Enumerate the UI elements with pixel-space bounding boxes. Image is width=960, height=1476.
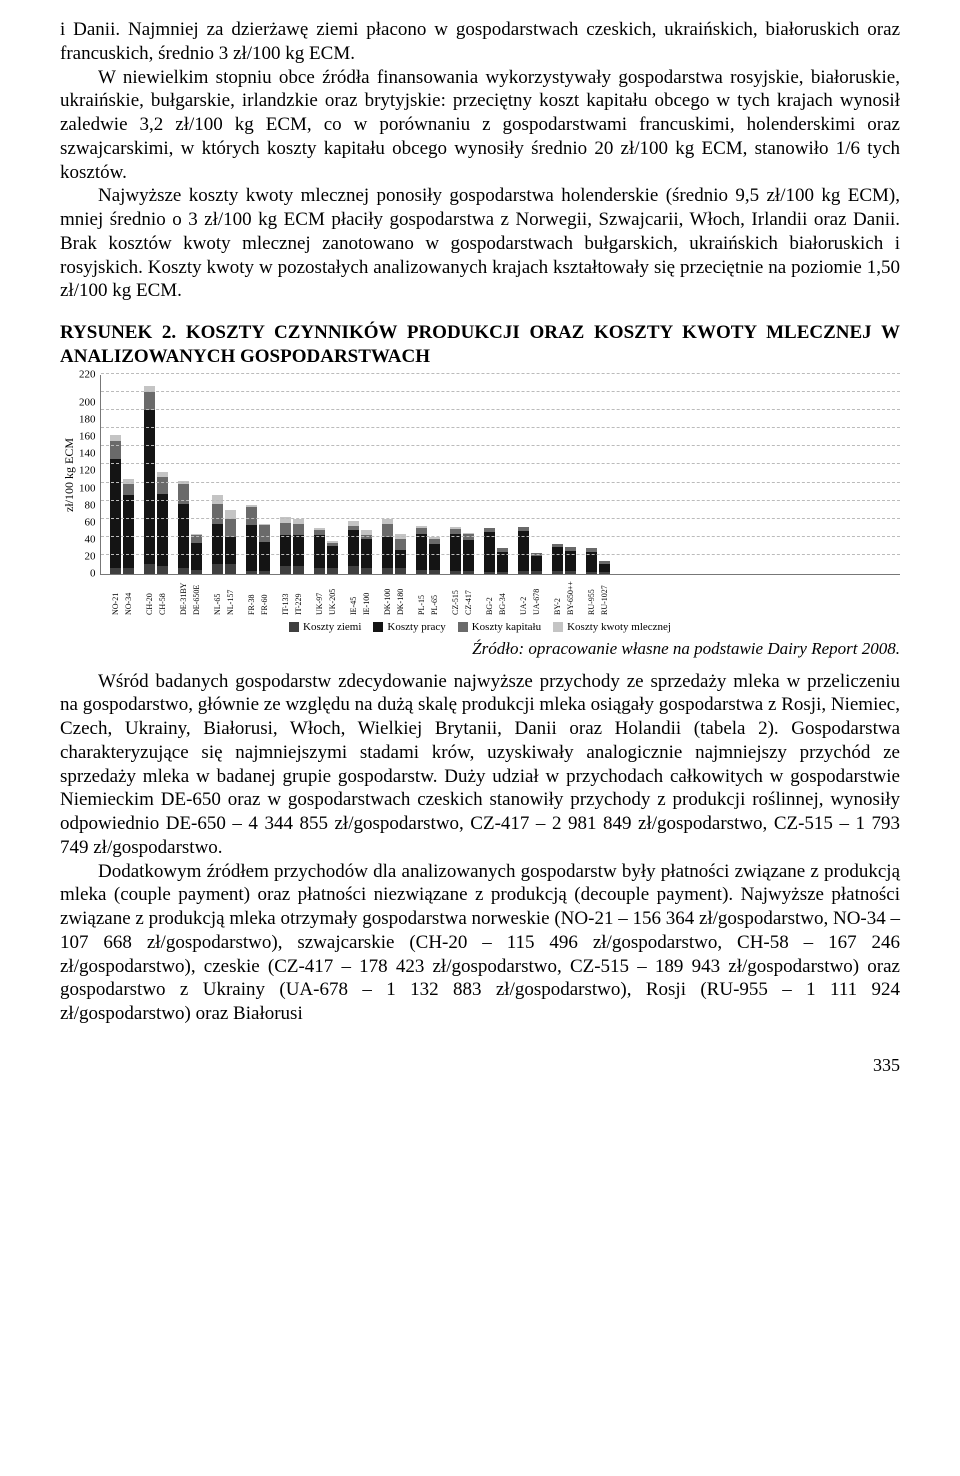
x-tick-label: PL-15 (417, 575, 428, 617)
x-tick-label: UK-97 (315, 575, 326, 617)
bar (110, 435, 121, 573)
x-tick-label: BY-2 (553, 575, 564, 617)
legend-item: Koszty kwoty mlecznej (553, 621, 671, 635)
x-tick-label: UA-678 (532, 575, 543, 617)
legend-label: Koszty kwoty mlecznej (567, 621, 671, 635)
paragraph: i Danii. Najmniej za dzierżawę ziemi pła… (60, 18, 900, 66)
y-tick: 160 (79, 432, 96, 443)
x-tick-label: BG-2 (485, 575, 496, 617)
legend-label: Koszty ziemi (303, 621, 361, 635)
x-tick-label: NL-65 (213, 575, 224, 617)
bar (518, 527, 529, 573)
paragraph: Dodatkowym źródłem przychodów dla analiz… (60, 860, 900, 1026)
bar (259, 524, 270, 574)
legend-swatch (289, 622, 299, 632)
bar (484, 528, 495, 573)
bar (123, 479, 134, 574)
legend-label: Koszty pracy (387, 621, 445, 635)
x-tick-label: IE-45 (349, 575, 360, 617)
y-tick: 100 (79, 483, 96, 494)
bar (416, 526, 427, 573)
bar (552, 544, 563, 574)
legend-swatch (458, 622, 468, 632)
x-tick-label: FR-38 (247, 575, 258, 617)
bar (157, 472, 168, 574)
x-tick-label: FR-60 (260, 575, 271, 617)
x-tick-label: UK-205 (328, 575, 339, 617)
x-tick-label: RU-1027 (600, 575, 611, 617)
y-tick: 180 (79, 414, 96, 425)
legend-item: Koszty kapitału (458, 621, 541, 635)
x-tick-label: IE-100 (362, 575, 373, 617)
bar (144, 386, 155, 573)
paragraph: Wśród badanych gospodarstw zdecydowanie … (60, 670, 900, 860)
x-tick-label: CH-20 (145, 575, 156, 617)
paragraph: W niewielkim stopniu obce źródła finanso… (60, 66, 900, 185)
y-tick: 120 (79, 466, 96, 477)
bar (293, 519, 304, 574)
bar (178, 481, 189, 574)
bar (348, 521, 359, 574)
x-tick-label: RU-955 (587, 575, 598, 617)
bar (586, 548, 597, 573)
y-tick: 200 (79, 397, 96, 408)
bar (599, 561, 610, 574)
legend-swatch (373, 622, 383, 632)
bar (382, 519, 393, 574)
bar (450, 527, 461, 573)
x-tick-label: DE-650E (192, 575, 203, 617)
chart-legend: Koszty ziemi Koszty pracy Koszty kapitału K… (60, 621, 900, 635)
x-tick-label: DK-100 (383, 575, 394, 617)
bar (429, 537, 440, 573)
legend-label: Koszty kapitału (472, 621, 541, 635)
bar (246, 505, 257, 573)
bar (327, 541, 338, 574)
plot-area (100, 375, 901, 575)
x-tick-label: PL-65 (430, 575, 441, 617)
bar (463, 533, 474, 574)
x-tick-label: DK-180 (396, 575, 407, 617)
y-tick: 140 (79, 449, 96, 460)
y-tick: 80 (79, 500, 96, 511)
legend-swatch (553, 622, 563, 632)
x-tick-label: NO-21 (111, 575, 122, 617)
y-axis-label: zł/100 kg ECM (60, 375, 79, 575)
x-axis: NO-21NO-34 CH-20CH-58 DE-31BYDE-650E NL-65N… (102, 575, 900, 617)
y-tick: 0 (79, 569, 96, 580)
x-tick-label: CH-58 (158, 575, 169, 617)
bar (531, 553, 542, 574)
x-tick-label: DE-31BY (179, 575, 190, 617)
x-tick-label: NL-157 (226, 575, 237, 617)
legend-item: Koszty ziemi (289, 621, 361, 635)
x-tick-label: IT-133 (281, 575, 292, 617)
page-number: 335 (60, 1054, 900, 1077)
y-tick: 60 (79, 517, 96, 528)
x-tick-label: UA-2 (519, 575, 530, 617)
figure-source: Źródło: opracowanie własne na podstawie … (60, 638, 900, 659)
x-tick-label: CZ-515 (451, 575, 462, 617)
bar (497, 548, 508, 573)
y-tick: 40 (79, 535, 96, 546)
y-tick: 20 (79, 552, 96, 563)
paragraph: Najwyższe koszty kwoty mlecznej ponosiły… (60, 184, 900, 303)
legend-item: Koszty pracy (373, 621, 445, 635)
chart: zł/100 kg ECM 22020018016014012010080604… (60, 375, 900, 635)
bar (280, 517, 291, 573)
bar (565, 547, 576, 573)
y-tick: 220 (79, 369, 96, 380)
bar (225, 510, 236, 574)
x-tick-label: CZ-417 (464, 575, 475, 617)
bar (314, 528, 325, 573)
x-tick-label: IT-229 (294, 575, 305, 617)
bar (212, 495, 223, 573)
x-tick-label: BG-34 (498, 575, 509, 617)
x-tick-label: BY-650++ (566, 575, 577, 617)
figure-title: RYSUNEK 2. KOSZTY CZYNNIKÓW PRODUKCJI OR… (60, 321, 900, 369)
x-tick-label: NO-34 (124, 575, 135, 617)
y-axis: 220200180160140120100806040200 (79, 375, 100, 575)
